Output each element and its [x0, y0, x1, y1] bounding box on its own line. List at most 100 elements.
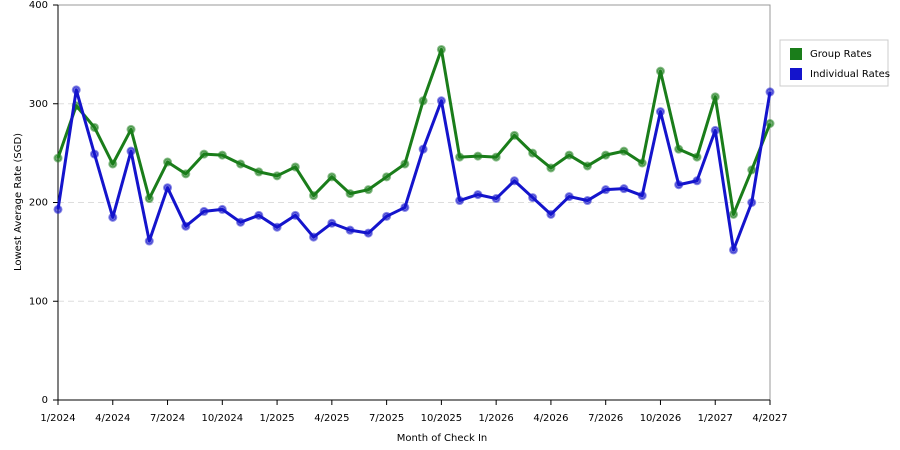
y-axis-label: Lowest Average Rate (SGD) [13, 133, 24, 271]
data-point [418, 96, 428, 106]
data-point [327, 218, 337, 228]
data-point [436, 44, 446, 54]
data-point [199, 149, 209, 159]
data-point [181, 169, 191, 179]
data-point [546, 163, 556, 173]
data-point [327, 172, 337, 182]
data-point [674, 144, 684, 154]
x-tick-label: 10/2024 [202, 413, 244, 424]
x-tick-label: 4/2027 [752, 413, 787, 424]
data-point [455, 152, 465, 162]
x-tick-label: 7/2025 [369, 413, 404, 424]
data-point [90, 149, 100, 159]
data-point [747, 165, 757, 175]
data-point [473, 151, 483, 161]
data-point [272, 222, 282, 232]
data-point [637, 158, 647, 168]
data-point [619, 146, 629, 156]
x-tick-label: 1/2025 [259, 413, 294, 424]
data-point [728, 245, 738, 255]
data-point [108, 159, 118, 169]
data-point [272, 171, 282, 181]
data-point [582, 161, 592, 171]
data-point [126, 146, 136, 156]
data-point [601, 185, 611, 195]
legend-swatch [790, 68, 802, 80]
data-point [163, 157, 173, 167]
data-point [528, 148, 538, 158]
data-point [309, 232, 319, 242]
data-point [53, 153, 63, 163]
x-tick-label: 4/2025 [314, 413, 349, 424]
x-tick-label: 7/2024 [150, 413, 185, 424]
data-point [345, 189, 355, 199]
y-tick-label: 300 [29, 99, 48, 110]
y-tick-label: 100 [29, 296, 48, 307]
data-point [491, 152, 501, 162]
data-point [528, 193, 538, 203]
data-point [290, 210, 300, 220]
data-point [747, 198, 757, 207]
data-point [491, 194, 501, 204]
data-point [619, 184, 629, 194]
x-tick-label: 7/2026 [588, 413, 623, 424]
data-point [144, 194, 154, 204]
data-point [382, 172, 392, 182]
data-point [710, 125, 720, 135]
data-point [655, 66, 665, 76]
series-line [56, 88, 772, 252]
data-point [564, 150, 574, 160]
data-point [53, 204, 63, 214]
x-axis-label: Month of Check In [397, 433, 488, 444]
y-tick-label: 400 [29, 0, 48, 11]
x-tick-label: 10/2025 [421, 413, 463, 424]
data-point [765, 119, 775, 128]
data-point [455, 196, 465, 206]
data-point [436, 96, 446, 106]
data-point [601, 150, 611, 160]
data-point [254, 210, 264, 220]
x-tick-label: 1/2026 [479, 413, 514, 424]
data-point [509, 176, 519, 186]
data-point [400, 159, 410, 169]
data-point [692, 152, 702, 162]
data-point [236, 217, 246, 227]
data-point [473, 190, 483, 200]
data-point [309, 191, 319, 201]
data-point [108, 212, 118, 222]
data-point [217, 204, 227, 214]
data-point [710, 92, 720, 102]
data-point [363, 185, 373, 195]
data-point [655, 107, 665, 117]
data-point [217, 150, 227, 160]
data-point [345, 225, 355, 235]
x-tick-label: 1/2027 [698, 413, 733, 424]
data-point [400, 202, 410, 212]
legend-label: Individual Rates [810, 69, 890, 80]
data-point [290, 162, 300, 172]
data-point [199, 206, 209, 216]
x-tick-label: 1/2024 [40, 413, 75, 424]
y-tick-label: 0 [42, 395, 48, 406]
series-line [56, 47, 772, 216]
x-tick-label: 4/2024 [95, 413, 130, 424]
data-point [363, 228, 373, 238]
data-point [71, 85, 81, 95]
data-point [382, 211, 392, 221]
legend-swatch [790, 48, 802, 60]
data-point [637, 191, 647, 201]
data-point [765, 87, 775, 97]
data-point [692, 176, 702, 186]
data-point [126, 124, 136, 134]
data-point [144, 236, 154, 246]
data-point [163, 183, 173, 193]
data-point [236, 159, 246, 169]
data-point [546, 209, 556, 219]
data-point [674, 180, 684, 190]
data-point [418, 144, 428, 154]
data-point [728, 209, 738, 219]
data-point [254, 167, 264, 177]
x-tick-label: 10/2026 [640, 413, 682, 424]
y-tick-label: 200 [29, 198, 48, 209]
